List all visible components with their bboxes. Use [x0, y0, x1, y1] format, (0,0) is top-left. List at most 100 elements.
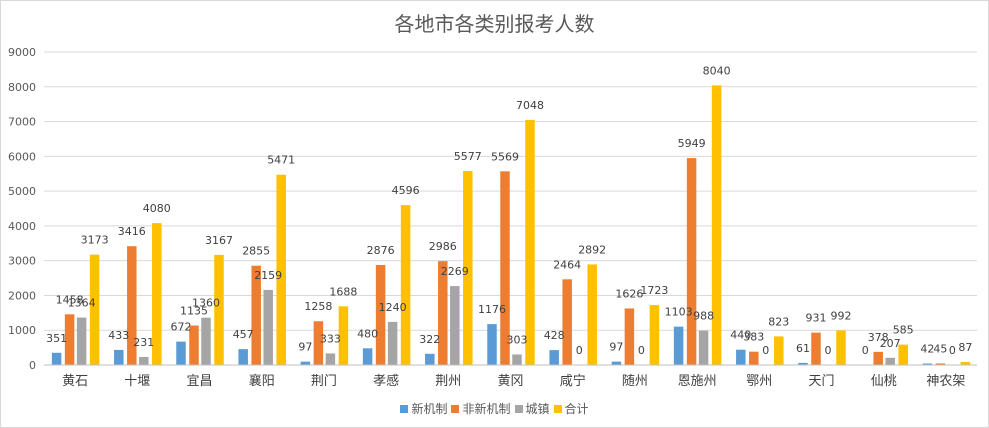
bar	[338, 306, 349, 365]
data-label: 1258	[304, 300, 332, 313]
bar	[935, 363, 946, 365]
data-label: 1626	[615, 287, 643, 300]
bar	[562, 279, 572, 365]
data-label: 333	[320, 332, 341, 345]
legend-label: 城镇	[525, 402, 550, 416]
x-tick-label: 咸宁	[560, 373, 586, 389]
data-label: 351	[46, 332, 67, 345]
y-tick-label: 4000	[8, 220, 36, 233]
bar	[698, 330, 709, 365]
data-label: 1135	[180, 305, 208, 318]
bar	[922, 363, 933, 365]
y-tick-label: 5000	[8, 185, 36, 198]
data-label: 0	[638, 344, 645, 357]
bar	[587, 264, 597, 365]
data-label: 672	[171, 321, 192, 334]
x-tick-label: 恩施州	[678, 374, 717, 389]
bar	[611, 361, 622, 365]
data-label: 42	[920, 343, 934, 356]
data-label: 5577	[454, 150, 482, 163]
bar	[438, 261, 448, 365]
data-label: 97	[609, 341, 623, 354]
bar	[64, 314, 75, 365]
data-label: 383	[743, 331, 764, 344]
data-label: 45	[933, 342, 947, 355]
bar	[798, 362, 808, 365]
x-axis: 黄石 十堰 宜昌 襄阳 荆门 孝感 荆州 黄冈 咸宁 随州 恩施州 鄂州 天门 仙桃 神农架	[44, 364, 977, 389]
data-label: 440	[730, 329, 751, 342]
bar	[673, 326, 684, 365]
data-label: 207	[880, 337, 901, 350]
x-tick-label: 黄石	[62, 374, 88, 389]
bar	[214, 254, 224, 365]
bar	[76, 317, 87, 365]
data-label: 378	[868, 331, 889, 344]
bar	[362, 348, 373, 365]
data-label: 322	[419, 333, 440, 346]
bar	[152, 223, 162, 365]
legend-swatch	[553, 404, 562, 413]
legend-item: 合计	[553, 400, 589, 417]
bar	[885, 357, 895, 365]
y-tick-label: 3000	[8, 255, 36, 268]
bar	[774, 336, 784, 365]
y-tick-label: 1000	[8, 324, 36, 337]
bar	[313, 321, 324, 365]
x-tick-label: 神农架	[926, 374, 965, 389]
data-label: 2892	[578, 243, 606, 256]
data-label: 0	[762, 344, 769, 357]
bar	[960, 361, 971, 365]
bar	[873, 351, 883, 365]
data-label: 585	[893, 324, 914, 337]
bar	[711, 85, 722, 366]
bar	[263, 289, 273, 365]
bar	[400, 205, 411, 365]
bar	[686, 158, 697, 365]
bar	[300, 361, 311, 365]
data-label: 8040	[703, 64, 731, 77]
bar	[836, 330, 846, 365]
bar	[749, 351, 759, 365]
bar	[500, 171, 510, 365]
data-label: 480	[357, 327, 378, 340]
data-label: 1723	[640, 284, 668, 297]
bar	[51, 352, 62, 365]
x-tick-label: 鄂州	[746, 374, 772, 389]
data-label: 3173	[81, 234, 109, 247]
x-tick-label: 襄阳	[249, 373, 275, 389]
data-label: 428	[544, 329, 565, 342]
bar	[238, 349, 248, 365]
x-tick-label: 天门	[808, 374, 834, 389]
bar	[251, 265, 261, 365]
data-label: 2269	[441, 265, 469, 278]
y-tick-label: 2000	[8, 289, 36, 302]
data-label: 1688	[329, 285, 357, 298]
y-tick-label: 8000	[8, 81, 36, 94]
bar	[512, 354, 522, 365]
data-label: 2876	[367, 244, 395, 257]
chart-title: 各地市各类别报考人数	[394, 12, 595, 36]
bar	[325, 353, 336, 365]
bar	[463, 171, 473, 365]
gridlines	[44, 51, 977, 331]
legend-label: 非新机制	[462, 402, 511, 416]
y-tick-label: 7000	[8, 116, 36, 129]
data-label: 433	[108, 329, 129, 342]
bar	[375, 264, 386, 365]
data-label: 1240	[379, 301, 407, 314]
x-tick-label: 十堰	[124, 374, 150, 389]
bar	[387, 321, 398, 365]
data-label: 1458	[56, 293, 84, 306]
x-tick-label: 孝感	[373, 373, 399, 389]
x-tick-label: 仙桃	[871, 374, 897, 389]
x-tick-label: 荆门	[311, 373, 337, 389]
bar	[487, 324, 497, 365]
legend-item: 城镇	[514, 400, 550, 417]
legend-swatch	[400, 404, 409, 413]
y-tick-label: 9000	[8, 46, 36, 59]
legend-swatch	[451, 404, 460, 413]
data-label: 3167	[205, 234, 233, 247]
data-label: 61	[796, 342, 810, 355]
